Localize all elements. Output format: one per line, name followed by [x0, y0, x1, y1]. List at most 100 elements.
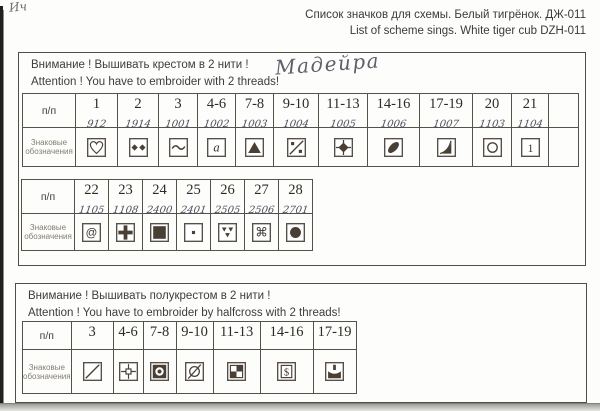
page-edge-left-shadow [3, 10, 4, 407]
col-header-cell: 11-13 1005 [318, 93, 368, 130]
cross-table-1: п/п 1 912 2 1914 3 1001 4-6 1002 7-8 1003 9-10 1004 1… [22, 93, 579, 167]
col-header-cell: 17-19 [312, 321, 357, 350]
svg-text:$: $ [284, 367, 289, 378]
symbol-cell [142, 349, 177, 394]
symbol-cell: 1 [511, 127, 549, 167]
quarter-disc-icon [420, 137, 472, 158]
symbol-cell [278, 213, 313, 251]
attention-cross-en: Attention ! You have to embroider with 2… [31, 75, 280, 88]
symbol-cell [108, 213, 143, 251]
dollar-box-icon: $ [261, 361, 313, 382]
col-header-cell: 21 1104 [511, 93, 549, 130]
col-header-cell [548, 93, 579, 128]
symbol-cell [312, 349, 357, 394]
doc-title-ru: Список значков для схемы. Белый тигрёнок… [305, 9, 586, 21]
handwriting-note: Мадейра [274, 48, 381, 80]
attention-cross: Внимание ! Вышивать крестом в 2 нити ! A… [31, 57, 279, 90]
col-header-cell: 4-6 1002 [197, 93, 236, 130]
symbol-cell: ⌘ [244, 213, 279, 251]
symbol-cell [548, 127, 579, 167]
symbol-cell [212, 349, 261, 394]
filled-triangle-icon [236, 137, 273, 158]
symbol-cell [210, 213, 245, 251]
symbol-cell [367, 127, 420, 167]
row-label-cell: п/п [21, 179, 75, 214]
row-label-cell: п/п [22, 321, 72, 350]
attention-cross-ru: Внимание ! Вышивать крестом в 2 нити ! [31, 59, 249, 71]
attention-halfcross: Внимание ! Вышивать полукрестом в 2 нити… [28, 288, 341, 321]
col-header-cell: 27 2506 [244, 179, 279, 216]
symbol-cell [318, 127, 368, 167]
filled-square-icon [143, 222, 176, 243]
col-header-cell: 9-10 [175, 321, 214, 350]
svg-text:a: a [213, 140, 219, 154]
col-header-cell: 22 1105 [74, 179, 109, 216]
svg-text:1: 1 [527, 142, 533, 154]
center-dot-icon [177, 222, 210, 243]
halfcross-box: Внимание ! Вышивать полукрестом в 2 нити… [15, 283, 587, 403]
row-label-cell: п/п [22, 93, 76, 128]
percent-slash-icon [274, 137, 318, 158]
page-edge-left [0, 6, 3, 407]
bold-cross-icon [109, 222, 142, 243]
cross-stitch-box: Внимание ! Вышивать крестом в 2 нити ! A… [18, 48, 586, 266]
slashed-ellipse-icon [177, 361, 213, 382]
halfcross-table: п/п 3 4-6 7-8 9-10 11-13 14-16 17-19 Знаковые обо… [22, 321, 357, 394]
col-header-cell: 25 2401 [176, 179, 211, 216]
svg-text:⌘: ⌘ [255, 224, 268, 239]
triple-triangles-icon [211, 222, 244, 243]
symbol-cell [75, 127, 118, 167]
attention-halfcross-en: Attention ! You have to embroider by hal… [28, 306, 341, 319]
symbol-cell [142, 213, 177, 251]
col-header-cell: 9-10 1004 [273, 93, 319, 130]
col-header-cell: 2 1914 [117, 93, 159, 130]
col-header-cell: 7-8 [142, 321, 177, 350]
checker-square-icon [214, 361, 260, 382]
attention-halfcross-ru: Внимание ! Вышивать полукрестом в 2 нити… [28, 290, 271, 302]
symbol-cell [419, 127, 473, 167]
col-header-cell: 14-16 1006 [367, 93, 420, 130]
symbol-cell [472, 127, 512, 167]
window-cross-icon [114, 361, 143, 382]
symbol-cell [175, 349, 214, 394]
col-header-cell: 7-8 1003 [235, 93, 274, 130]
symbol-cell [176, 213, 211, 251]
circle-outline-icon [473, 137, 511, 158]
diamond-cross-icon [319, 137, 367, 158]
corner-scribble: Ич [8, 0, 28, 15]
col-header-cell: 28 2701 [278, 179, 313, 216]
doc-title: Список значков для схемы. Белый тигрёнок… [305, 7, 586, 39]
symbol-cell [70, 349, 114, 394]
symbol-cell [112, 349, 144, 394]
heart-outline-icon [76, 137, 117, 158]
at-sign-icon: @ [75, 222, 108, 243]
symbols-label-cell: Знаковые обозначения [22, 349, 72, 394]
col-header-cell: 3 [70, 321, 114, 350]
tilde-icon [159, 137, 197, 158]
symbol-cell [158, 127, 198, 167]
letter-a-icon: a [198, 137, 235, 158]
command-knot-icon: ⌘ [245, 222, 278, 243]
symbol-cell: a [197, 127, 236, 167]
col-header-cell: 14-16 [259, 321, 314, 350]
symbol-cell [235, 127, 274, 167]
doc-title-en: List of scheme sings. White tiger cub DZ… [349, 25, 586, 37]
col-header-cell: 4-6 [112, 321, 144, 350]
two-diamonds-icon [118, 137, 158, 158]
symbol-cell: @ [74, 213, 109, 251]
col-header-cell: 11-13 [212, 321, 261, 350]
dark-tray-icon [314, 361, 356, 382]
cross-table-2: п/п 22 1105 23 1108 24 2400 25 2401 26 2505 27 2506 2… [21, 179, 313, 251]
col-header-cell: 26 2505 [210, 179, 245, 216]
col-header-cell: 1 912 [75, 93, 118, 130]
symbols-label-cell: Знаковые обозначения [21, 213, 75, 251]
symbol-cell: $ [259, 349, 314, 394]
dark-donut-icon [144, 361, 176, 382]
col-header-cell: 24 2400 [142, 179, 177, 216]
svg-text:@: @ [86, 227, 98, 239]
symbol-cell [117, 127, 159, 167]
symbol-cell [273, 127, 319, 167]
filled-circle-icon [279, 222, 312, 243]
col-header-cell: 20 1103 [472, 93, 512, 130]
